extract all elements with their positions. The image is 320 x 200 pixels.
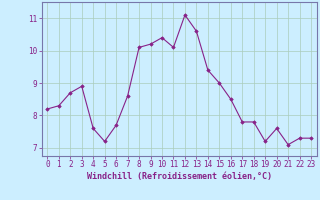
X-axis label: Windchill (Refroidissement éolien,°C): Windchill (Refroidissement éolien,°C) [87,172,272,181]
